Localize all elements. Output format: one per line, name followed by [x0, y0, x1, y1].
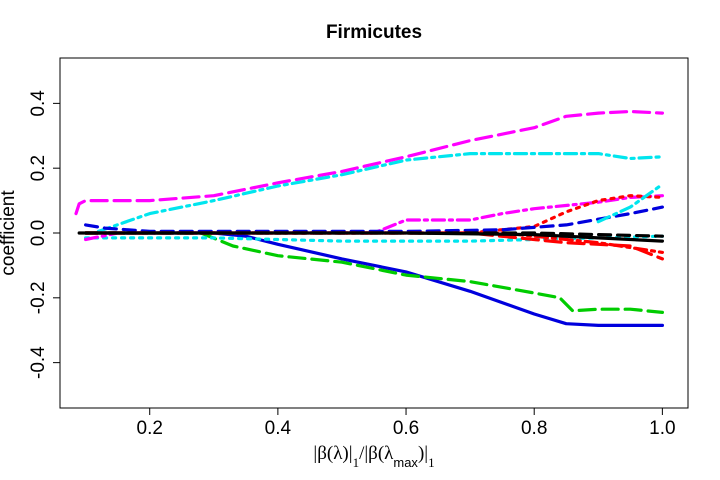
series-line-2: [96, 152, 664, 233]
y-tick-label: 0.2: [28, 155, 49, 181]
series-group: [74, 109, 664, 327]
x-tick-label: 0.8: [521, 418, 547, 439]
y-tick-label: -0.2: [28, 281, 49, 314]
y-axis: -0.4 -0.2 0.0 0.2 0.4: [28, 90, 61, 379]
y-tick-label: 0.0: [28, 220, 49, 246]
x-tick-label: 0.4: [265, 418, 292, 439]
y-tick-label: -0.4: [28, 346, 49, 379]
x-axis-label: |β(λ)|1/|β(λmax)|1: [313, 443, 434, 470]
series-line-1: [74, 109, 664, 216]
series-line-3: [84, 231, 664, 327]
chart-title: Firmicutes: [326, 22, 422, 43]
y-tick-label: 0.4: [28, 90, 49, 117]
x-tick-label: 0.2: [137, 418, 163, 439]
series-line-9: [596, 182, 664, 224]
x-tick-label: 0.6: [393, 418, 419, 439]
series-line-7: [84, 194, 664, 235]
x-tick-label: 1.0: [649, 418, 675, 439]
x-axis: 0.2 0.4 0.6 0.8 1.0: [137, 407, 676, 439]
series-line-13: [84, 231, 664, 238]
series-line-4: [84, 231, 664, 314]
series-line-8: [84, 205, 664, 233]
y-axis-label: coefficient: [0, 190, 19, 276]
